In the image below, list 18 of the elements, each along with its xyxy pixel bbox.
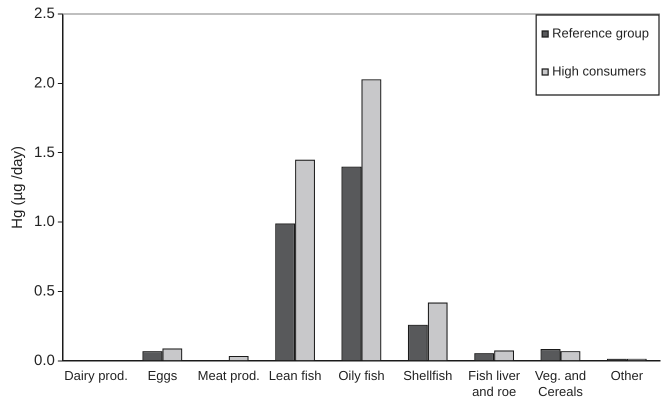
y-tick-label: 1.0 (34, 213, 55, 230)
y-axis-title: Hg (µg /day) (9, 146, 26, 229)
y-tick-label: 2.5 (34, 5, 55, 22)
y-tick-label: 0.5 (34, 282, 55, 300)
x-tick-label: Lean fish (268, 368, 322, 384)
y-tick-label: 1.5 (34, 144, 55, 161)
x-tick-label: Oily fish (338, 368, 385, 384)
x-tick-label: Shellfish (403, 368, 452, 384)
x-tick-label: Fish liver and roe (468, 368, 521, 399)
x-tick-label: Dairy prod. (64, 368, 128, 384)
legend-label: High consumers (552, 64, 647, 79)
y-tick-label: 2.0 (34, 74, 55, 92)
x-tick-label: Veg. and Cereals (534, 368, 586, 399)
x-tick-label: Eggs (148, 368, 178, 384)
x-tick-label: Other (610, 368, 644, 384)
x-tick-label: Meat prod. (198, 368, 260, 384)
y-tick-label: 0.0 (34, 352, 55, 369)
legend-label: Reference group (552, 26, 650, 41)
